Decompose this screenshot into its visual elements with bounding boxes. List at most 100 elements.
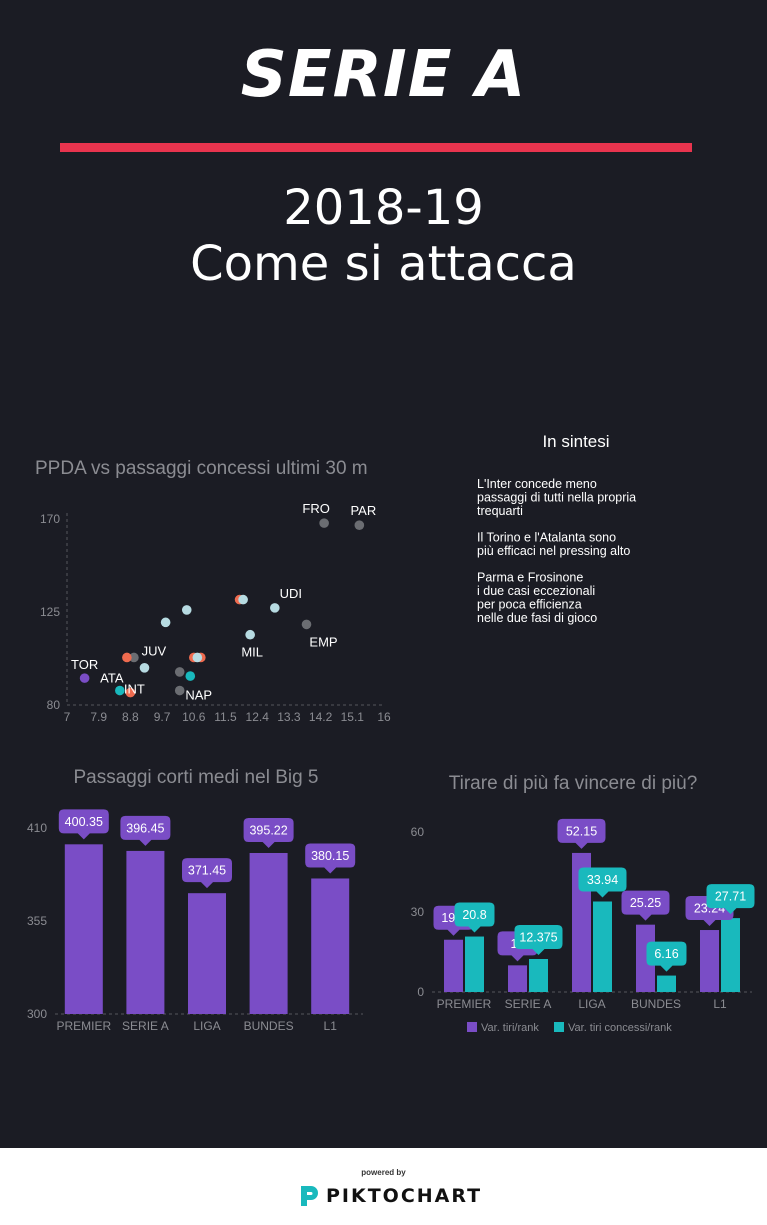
x-tick-label: 15.1 xyxy=(341,710,365,724)
charts-svg: In sintesi L'Inter concede menopassaggi … xyxy=(27,432,755,1034)
bar xyxy=(126,850,165,1014)
data-label-bubble xyxy=(120,815,171,846)
y-tick-label: 125 xyxy=(40,605,60,619)
main-title: SERIE A xyxy=(240,38,527,112)
summary-line: più efficaci nel pressing alto xyxy=(477,544,630,558)
y-tick-label: 300 xyxy=(27,1007,47,1021)
summary-line: L'Inter concede meno xyxy=(477,477,597,491)
grouped-bar-chart-title: Tirare di più fa vincere di più? xyxy=(449,773,698,794)
x-tick-label: LIGA xyxy=(578,997,605,1011)
scatter-point xyxy=(181,605,192,615)
y-tick-label: 0 xyxy=(417,985,424,999)
x-tick-label: BUNDES xyxy=(631,997,681,1011)
x-tick-label: SERIE A xyxy=(505,997,552,1011)
data-label: 12.375 xyxy=(519,931,557,945)
bar xyxy=(593,901,612,992)
scatter-point xyxy=(238,594,248,605)
x-tick-label: LIGA xyxy=(193,1019,220,1033)
bar xyxy=(529,959,548,992)
x-tick-label: 9.7 xyxy=(154,710,171,724)
scatter-point xyxy=(319,518,329,528)
scatter-point xyxy=(174,685,185,696)
x-tick-label: PREMIER xyxy=(437,997,492,1011)
scatter-point xyxy=(185,671,196,681)
y-tick-label: 410 xyxy=(27,821,47,835)
bar xyxy=(465,936,484,992)
bar xyxy=(508,965,527,992)
data-label: 400.35 xyxy=(65,815,103,829)
scatter-point xyxy=(122,652,132,663)
scatter-point xyxy=(115,685,125,696)
data-label-bubble xyxy=(646,941,687,972)
point-label: PAR xyxy=(350,503,376,518)
scatter-point xyxy=(301,619,312,630)
point-label: JUV xyxy=(142,643,167,658)
point-label: NAP xyxy=(185,688,212,703)
data-label-bubble xyxy=(58,809,109,840)
x-tick-label: 12.4 xyxy=(246,710,270,724)
point-label: UDI xyxy=(280,586,302,601)
x-tick-label: 10.6 xyxy=(182,710,206,724)
data-label: 396.45 xyxy=(126,821,164,835)
summary-line: passaggi di tutti nella propria xyxy=(477,491,636,505)
scatter-point xyxy=(125,687,136,698)
data-label: 25.25 xyxy=(630,896,661,910)
piktochart-logo-icon xyxy=(301,1186,318,1206)
bar xyxy=(249,852,288,1014)
brand-logo[interactable]: PIKTOCHART xyxy=(298,1181,482,1211)
x-tick-label: 13.3 xyxy=(277,710,301,724)
summary-line: nelle due fasi di gioco xyxy=(477,611,597,625)
data-label-bubble xyxy=(514,925,563,955)
brand-name: PIKTOCHART xyxy=(326,1185,483,1207)
infographic-canvas: SERIE A 2018-19 Come si attacca In sinte… xyxy=(0,0,767,1148)
scatter-point xyxy=(79,673,90,683)
point-label: MIL xyxy=(241,645,263,660)
season-heading: 2018-19 xyxy=(283,180,484,236)
data-label: 6.16 xyxy=(654,947,678,961)
data-label-bubble xyxy=(305,843,356,874)
summary-line: Parma e Frosinone xyxy=(477,571,583,585)
point-label: ATA xyxy=(100,671,124,686)
data-label-bubble xyxy=(578,867,627,898)
point-label: INT xyxy=(124,682,145,697)
data-label: 371.45 xyxy=(188,864,226,878)
data-label: 20.8 xyxy=(462,908,486,922)
x-tick-label: L1 xyxy=(324,1019,338,1033)
x-tick-label: 11.5 xyxy=(214,710,237,724)
bar xyxy=(64,844,103,1014)
bar xyxy=(657,975,676,992)
x-tick-label: PREMIER xyxy=(56,1019,111,1033)
data-label: 52.15 xyxy=(566,824,597,838)
scatter-point xyxy=(139,663,150,673)
powered-by-text: powered by xyxy=(361,1168,406,1177)
x-tick-label: SERIE A xyxy=(122,1019,169,1033)
scatter-chart-title: PPDA vs passaggi concessi ultimi 30 m xyxy=(35,458,368,479)
bar xyxy=(700,930,719,992)
summary-title: In sintesi xyxy=(542,432,609,451)
y-tick-label: 60 xyxy=(411,825,425,839)
legend-swatch xyxy=(554,1022,564,1032)
data-label: 395.22 xyxy=(249,823,287,837)
bar-chart: 300 355 410 400.35 PREMIER 396.45 SERIE A 371.4… xyxy=(27,809,363,1033)
scatter-chart: 80 125 170 7 7.9 8.8 9.7 10.6 11.5 12.4 13.3 14.2 15… xyxy=(40,501,391,724)
legend-swatch xyxy=(467,1022,477,1032)
legend-label: Var. tiri/rank xyxy=(481,1022,539,1034)
data-label-bubble xyxy=(182,858,232,889)
scatter-point xyxy=(174,667,185,677)
footer: powered by PIKTOCHART xyxy=(0,1148,767,1225)
data-label-bubble xyxy=(621,890,670,921)
data-label: 27.71 xyxy=(715,890,746,904)
summary-line: per poca efficienza xyxy=(477,598,582,612)
scatter-point xyxy=(192,652,203,663)
data-label: 33.94 xyxy=(587,873,618,887)
scatter-point xyxy=(245,629,255,640)
summary-line: trequarti xyxy=(477,504,523,518)
legend-label: Var. tiri concessi/rank xyxy=(568,1022,672,1034)
point-label: FRO xyxy=(302,501,329,516)
x-tick-label: 14.2 xyxy=(309,710,333,724)
data-label: 380.15 xyxy=(311,849,349,863)
x-tick-label: BUNDES xyxy=(244,1019,294,1033)
scatter-point xyxy=(354,520,365,530)
